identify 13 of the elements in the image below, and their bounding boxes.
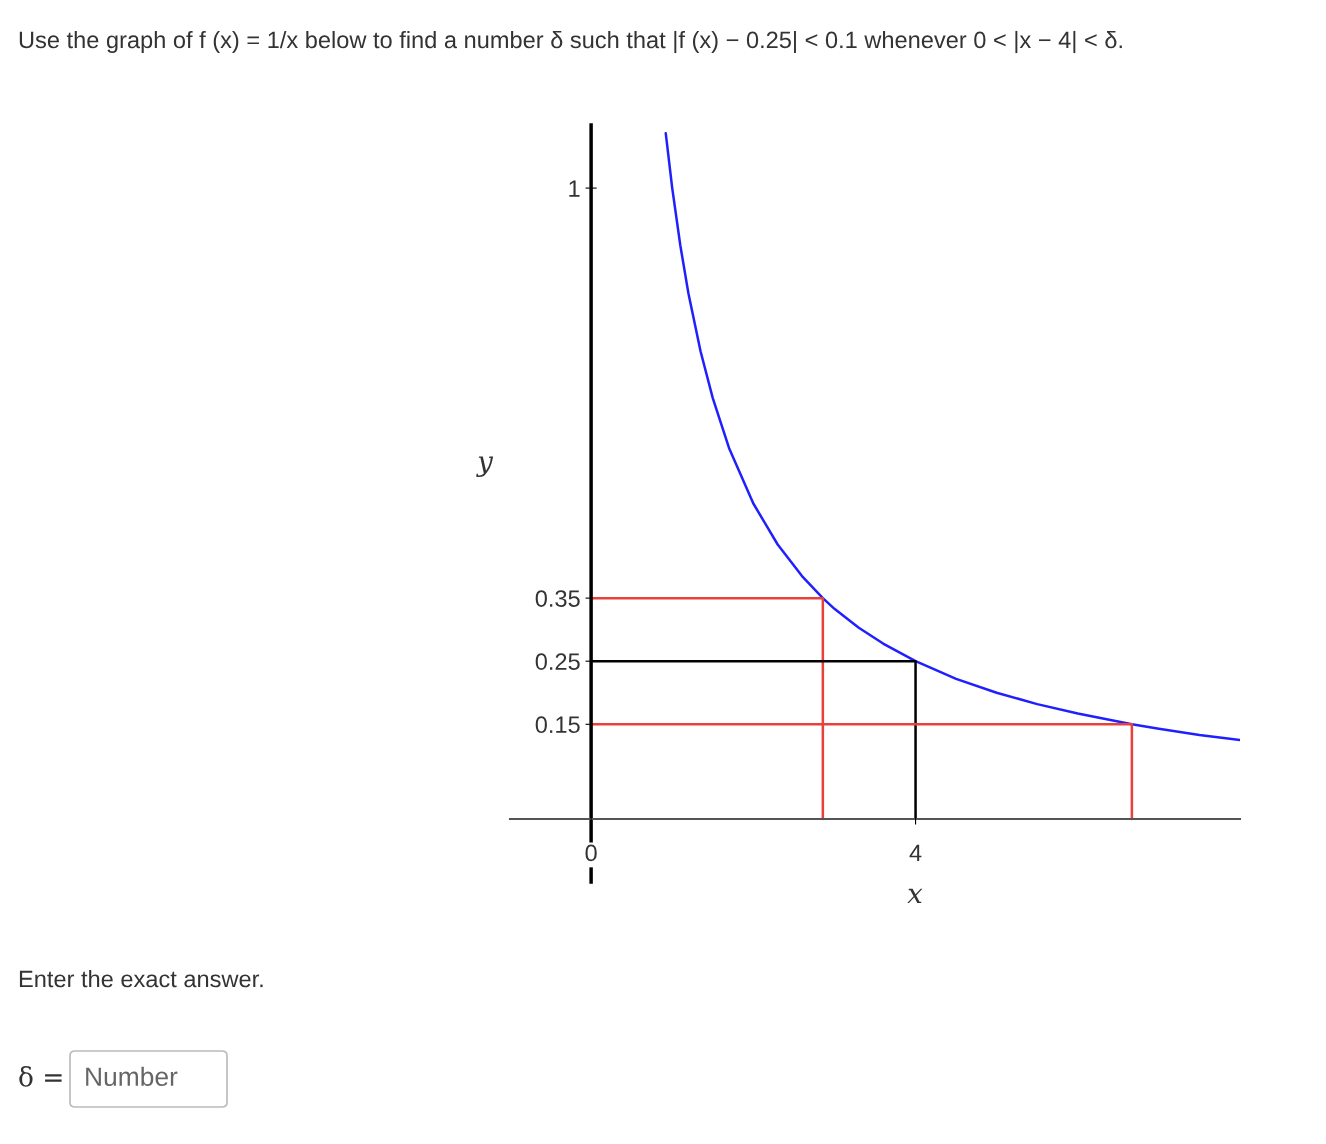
line-series <box>664 131 1240 742</box>
y-tick-label: 1 <box>569 180 580 197</box>
y-tick-label: 0.15 <box>535 716 580 734</box>
x-axis-title: x <box>907 888 923 904</box>
x-tick-label: 4 <box>909 844 922 862</box>
text: Number <box>86 1066 178 1087</box>
x-tick-label: 0 <box>585 844 597 862</box>
text: δ = <box>19 1066 62 1087</box>
chart-title: Use the graph of f (x) = 1/x below to find a number δ such that |f (x) − 0.25| < 0.1 whenever 0 < |x − 4| < δ. <box>19 30 1122 54</box>
y-tick-label: 0.25 <box>535 653 580 670</box>
y-tick-label: 0.35 <box>535 590 580 607</box>
y-axis-title: y <box>476 456 494 477</box>
text: Enter the exact answer. <box>19 969 263 988</box>
